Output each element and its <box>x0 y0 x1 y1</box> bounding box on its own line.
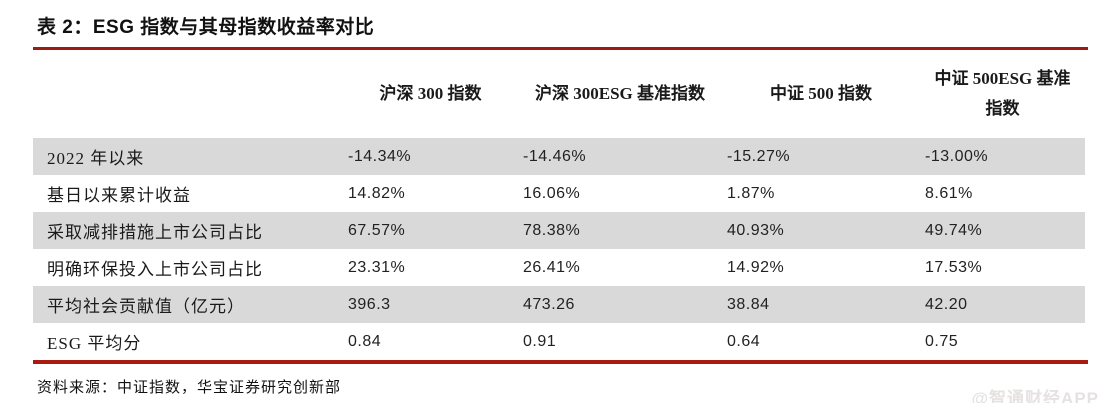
cell-value: 26.41% <box>523 258 581 276</box>
cell-value: 396.3 <box>343 286 518 323</box>
cell-value: -14.46% <box>518 138 722 175</box>
table-title: 表 2：ESG 指数与其母指数收益率对比 <box>37 17 375 38</box>
watermark-zhitong-caijing: @智通财经APP <box>971 389 1099 403</box>
cell-value: -14.34% <box>343 138 518 175</box>
cell-value: 16.06% <box>523 184 581 202</box>
source-note: 资料来源：中证指数，华宝证券研究创新部 <box>37 380 342 396</box>
header-hs300-esg-benchmark: 沪深 300ESG 基准指数 <box>518 50 722 138</box>
header-csi500-esg-benchmark: 中证 500ESG 基准指数 <box>920 50 1085 138</box>
cell-value: -13.00% <box>920 138 1085 175</box>
cell-value: 473.26 <box>518 286 722 323</box>
header-hs300: 沪深 300 指数 <box>343 50 518 138</box>
cell-value: 0.75 <box>925 332 959 350</box>
cell-value: 0.84 <box>348 332 382 350</box>
cell-value: 14.82% <box>348 184 406 202</box>
cell-value: 78.38% <box>518 212 722 249</box>
cell-value: -15.27% <box>722 138 920 175</box>
header-corner-cell <box>33 50 343 138</box>
cell-value: 40.93% <box>722 212 920 249</box>
cell-value: 38.84 <box>722 286 920 323</box>
row-label: 基日以来累计收益 <box>47 186 191 205</box>
row-label: 平均社会贡献值（亿元） <box>33 286 343 323</box>
table-bottom-line <box>33 360 1088 364</box>
row-label: 2022 年以来 <box>33 138 343 175</box>
cell-value: 67.57% <box>343 212 518 249</box>
cell-value: 17.53% <box>925 258 983 276</box>
cell-value: 0.91 <box>523 332 557 350</box>
row-label: 采取减排措施上市公司占比 <box>33 212 343 249</box>
cell-value: 49.74% <box>920 212 1085 249</box>
esg-comparison-table: 沪深 300 指数 沪深 300ESG 基准指数 中证 500 指数 中证 50… <box>33 50 1085 360</box>
row-label: 明确环保投入上市公司占比 <box>47 260 263 279</box>
cell-value: 42.20 <box>920 286 1085 323</box>
cell-value: 14.92% <box>727 258 785 276</box>
title-divider-line <box>33 47 1088 50</box>
cell-value: 8.61% <box>925 184 973 202</box>
header-csi500: 中证 500 指数 <box>722 50 920 138</box>
row-label: ESG 平均分 <box>47 334 142 353</box>
cell-value: 0.64 <box>727 332 761 350</box>
cell-value: 23.31% <box>348 258 406 276</box>
cell-value: 1.87% <box>727 184 775 202</box>
